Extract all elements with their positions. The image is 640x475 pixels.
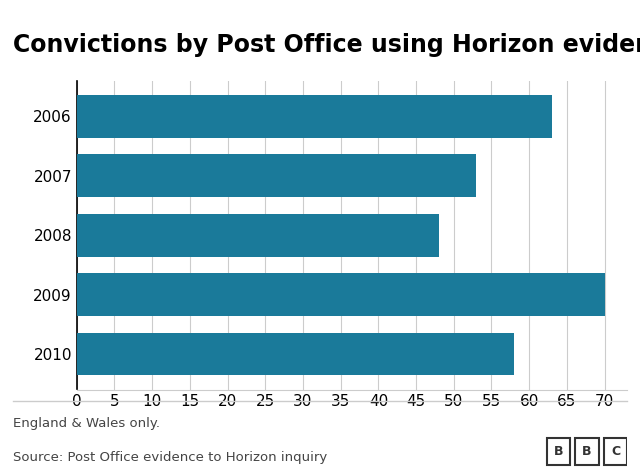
FancyBboxPatch shape [547, 438, 570, 465]
Bar [77, 95, 552, 138]
Text: C: C [611, 445, 620, 458]
Bar [77, 332, 514, 375]
Bar [77, 154, 476, 197]
Text: Convictions by Post Office using Horizon evidence: Convictions by Post Office using Horizon… [13, 33, 640, 57]
Text: B: B [554, 445, 563, 458]
Text: Source: Post Office evidence to Horizon inquiry: Source: Post Office evidence to Horizon … [13, 451, 327, 464]
Bar [77, 273, 605, 316]
Text: B: B [582, 445, 591, 458]
Bar [77, 214, 438, 256]
Text: England & Wales only.: England & Wales only. [13, 418, 160, 430]
FancyBboxPatch shape [604, 438, 627, 465]
FancyBboxPatch shape [575, 438, 598, 465]
